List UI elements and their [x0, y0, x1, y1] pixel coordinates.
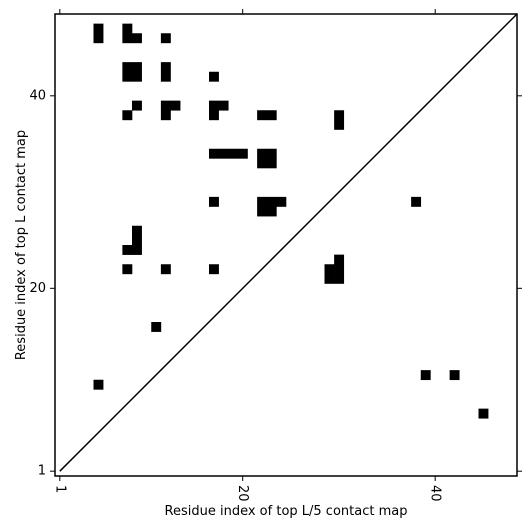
contact-cell	[334, 264, 345, 275]
contact-cell	[93, 23, 104, 34]
contact-cell	[132, 245, 142, 255]
x-tick-label: 40	[428, 485, 443, 502]
contact-cell	[122, 110, 133, 121]
contact-cell	[151, 322, 162, 332]
contact-cell	[478, 408, 489, 419]
contact-cell	[237, 148, 248, 159]
contact-cell	[218, 100, 229, 111]
x-tick-label: 20	[235, 485, 250, 502]
contact-cell	[276, 196, 287, 207]
contact-cell	[160, 71, 171, 82]
contact-cell	[209, 148, 219, 159]
contact-cell	[266, 110, 277, 121]
contact-cell	[122, 71, 133, 82]
contact-cell	[93, 33, 104, 44]
contact-cell	[132, 33, 142, 44]
contact-cell	[122, 23, 133, 34]
plot-frame	[54, 13, 518, 477]
contact-cell	[160, 33, 171, 44]
x-tick-label: 1	[52, 485, 67, 493]
contact-cell	[122, 245, 133, 255]
contact-cell	[132, 225, 142, 236]
contact-cell	[228, 148, 239, 159]
contact-cell	[334, 273, 345, 284]
contact-cell	[420, 370, 431, 381]
contact-cell	[160, 264, 171, 275]
y-axis-label: Residue index of top L contact map	[14, 130, 29, 360]
x-axis-label: Residue index of top L/5 contact map	[165, 504, 408, 519]
contact-cell	[257, 148, 268, 159]
contact-cells	[93, 23, 489, 419]
y-tick-label: 40	[29, 88, 46, 103]
contact-cell	[266, 206, 277, 217]
contact-cell	[160, 62, 171, 73]
contact-cell	[209, 264, 219, 275]
diagonal-line	[59, 13, 518, 472]
contact-cell	[218, 148, 229, 159]
contact-cell	[209, 100, 219, 111]
contact-cell	[122, 264, 133, 275]
contact-cell	[160, 100, 171, 111]
contact-cell	[334, 119, 345, 130]
contact-cell	[122, 33, 133, 44]
contact-cell	[257, 158, 268, 169]
contact-cell	[160, 110, 171, 121]
contact-cell	[334, 110, 345, 121]
contact-cell	[266, 158, 277, 169]
contact-cell	[324, 264, 335, 275]
contact-cell	[170, 100, 181, 111]
contact-cell	[411, 196, 422, 207]
contact-cell	[266, 148, 277, 159]
y-tick-label: 20	[29, 281, 46, 296]
contact-cell	[93, 379, 104, 390]
contact-cell	[132, 62, 142, 73]
contact-cell	[266, 196, 277, 207]
contact-cell	[132, 100, 142, 111]
y-tick-label: 1	[38, 464, 46, 479]
contact-cell	[209, 71, 219, 82]
contact-cell	[209, 110, 219, 121]
contact-cell	[132, 71, 142, 82]
contact-cell	[324, 273, 335, 284]
contact-cell	[257, 206, 268, 217]
contact-cell	[132, 235, 142, 246]
contact-cell	[449, 370, 460, 381]
contact-cell	[257, 110, 268, 121]
contact-cell	[334, 254, 345, 265]
axis-ticks: 1 20 40 1 20 40	[29, 9, 522, 502]
contact-cell	[209, 196, 219, 207]
contact-cell	[257, 196, 268, 207]
contact-cell	[122, 62, 133, 73]
